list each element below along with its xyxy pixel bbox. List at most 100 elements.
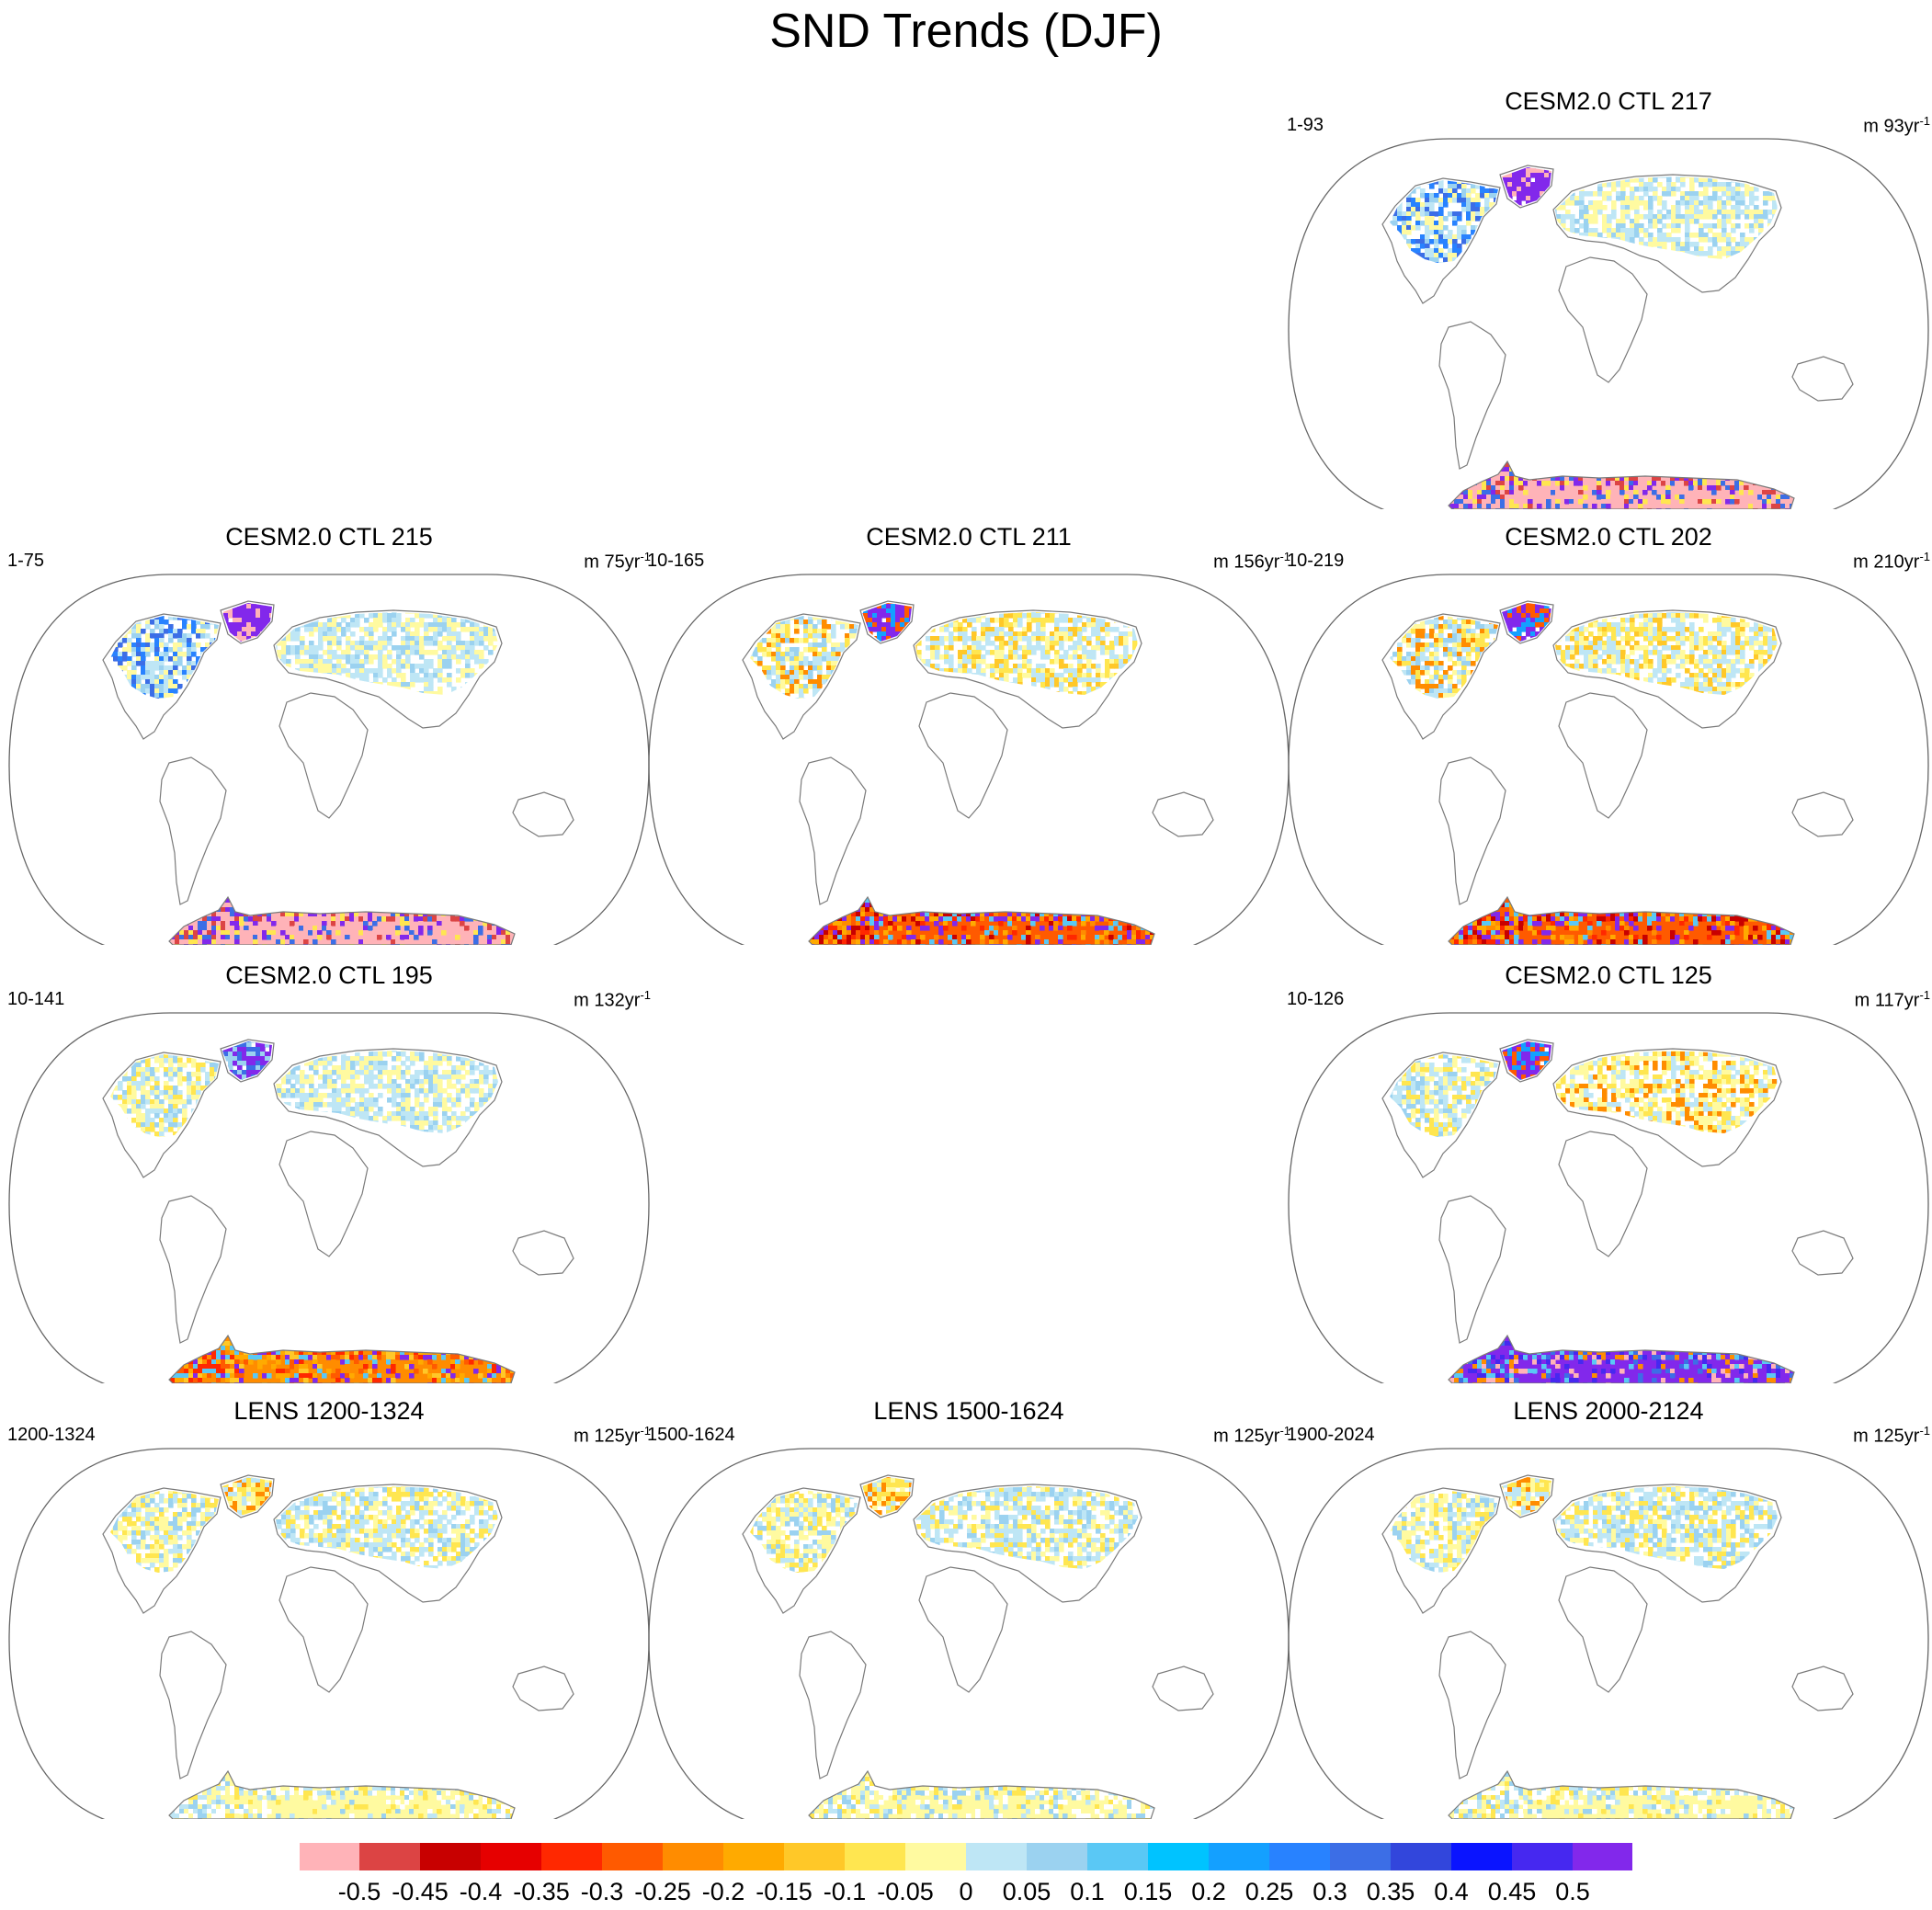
coastline-antarctica (168, 1334, 516, 1383)
coastline-samerica (799, 1631, 867, 1779)
coastline-greenland (220, 1474, 275, 1518)
antarctica-trend-cells (169, 1336, 515, 1383)
map-canvas (1288, 574, 1929, 945)
coastline-australia (512, 1666, 574, 1711)
snow-trend-cells (1390, 180, 1498, 263)
page-title: SND Trends (DJF) (769, 5, 1163, 58)
snow-trend-cells (750, 1490, 858, 1573)
coastlines (102, 600, 574, 945)
colorbar-swatch (1269, 1842, 1331, 1871)
colorbar-swatch (784, 1842, 846, 1871)
coastline-africa (1558, 1566, 1648, 1693)
colorbar-swatch (299, 1842, 360, 1871)
map-panel-lens-2000-2124: LENS 2000-2124 1900-2024 m 125yr-1 (1287, 1396, 1930, 1819)
colorbar-tick-label: 0.25 (1244, 1878, 1294, 1905)
snow-trend-cells (862, 1477, 912, 1516)
panel-year-range: 10-165 (647, 551, 705, 571)
colorbar-tick-label: 0.2 (1191, 1878, 1226, 1905)
coastline-greenland (1499, 1474, 1554, 1518)
map-frame (1288, 1448, 1929, 1819)
coastlines (1381, 1474, 1854, 1819)
snow-trend-cells (222, 1041, 272, 1080)
colorbar-swatch (420, 1842, 482, 1871)
map-canvas (1288, 138, 1929, 509)
colorbar (299, 1842, 1633, 1871)
panel-year-range: 1900-2024 (1287, 1425, 1375, 1445)
coastline-antarctica (1448, 1334, 1795, 1383)
coastline-greenland (1499, 165, 1554, 209)
coastline-australia (1152, 1666, 1214, 1711)
map-frame (8, 1012, 650, 1383)
coastline-samerica (159, 756, 227, 905)
snow-trend-cells (1502, 167, 1551, 206)
coastline-africa (918, 1566, 1008, 1693)
coastline-namerica (1381, 1487, 1501, 1614)
snow-trend-cells (110, 1054, 219, 1137)
panel-year-range: 1500-1624 (647, 1425, 735, 1445)
panel-trend-unit: m 93yr-1 (1863, 114, 1930, 137)
colorbar-tick-label: -0.5 (337, 1878, 381, 1905)
panel-trend-unit: m 125yr-1 (1853, 1424, 1930, 1447)
snow-trend-cells (1390, 1490, 1498, 1573)
coastline-greenland (859, 600, 915, 644)
panel-title: CESM2.0 CTL 215 (225, 523, 433, 551)
panel-year-range: 1200-1324 (7, 1425, 96, 1445)
panel-title: CESM2.0 CTL 217 (1505, 87, 1712, 115)
antarctica-trend-cells (1449, 1336, 1794, 1383)
coastline-namerica (102, 1487, 222, 1614)
colorbar-swatch (541, 1842, 603, 1871)
colorbar-swatch (602, 1842, 664, 1871)
map-frame (1288, 574, 1929, 945)
colorbar-swatch (723, 1842, 785, 1871)
panel-title: CESM2.0 CTL 202 (1505, 523, 1712, 551)
colorbar-tick-label: 0.1 (1070, 1878, 1105, 1905)
panel-title: CESM2.0 CTL 211 (866, 523, 1072, 551)
map-canvas (1288, 1012, 1929, 1383)
colorbar-tick-label: -0.35 (513, 1878, 570, 1905)
coastline-eurasia (1552, 174, 1782, 293)
map-canvas (8, 574, 650, 945)
coastline-greenland (220, 600, 275, 644)
map-canvas (1288, 1448, 1929, 1819)
panel-title: LENS 1200-1324 (233, 1397, 425, 1425)
coastline-namerica (102, 613, 222, 740)
map-frame (8, 1448, 650, 1819)
coastline-eurasia (1552, 609, 1782, 729)
colorbar-tick-label: -0.45 (392, 1878, 449, 1905)
map-panel-lens-1200-1324: LENS 1200-1324 1200-1324 m 125yr-1 (7, 1396, 651, 1819)
map-frame (1288, 138, 1929, 509)
coastline-namerica (742, 613, 861, 740)
colorbar-swatch (1330, 1842, 1392, 1871)
coastline-greenland (1499, 1039, 1554, 1083)
map-panel-cesm2-ctl-195: CESM2.0 CTL 195 10-141 m 132yr-1 (7, 961, 651, 1383)
colorbar-tick-label: -0.25 (634, 1878, 691, 1905)
coastline-antarctica (1448, 1769, 1795, 1819)
colorbar-tick-label: 0.05 (1002, 1878, 1051, 1905)
coastline-africa (1558, 256, 1648, 383)
snow-trend-cells (1390, 1054, 1498, 1137)
coastline-namerica (742, 1487, 861, 1614)
coastline-antarctica (1448, 460, 1795, 509)
panel-year-range: 1-75 (7, 551, 45, 571)
coastline-australia (512, 791, 574, 837)
antarctica-trend-cells (809, 1771, 1154, 1819)
coastline-africa (1558, 1131, 1648, 1257)
coastline-eurasia (1552, 1048, 1782, 1167)
antarctica-trend-cells (1449, 1771, 1794, 1819)
coastline-eurasia (273, 609, 503, 729)
coastline-namerica (1381, 177, 1501, 304)
coastline-australia (1791, 1230, 1854, 1276)
colorbar-tick-label: 0.15 (1123, 1878, 1173, 1905)
coastline-samerica (1438, 1631, 1506, 1779)
coastlines (102, 1474, 574, 1819)
antarctica-trend-cells (169, 1771, 515, 1819)
antarctica-trend-cells (1449, 897, 1794, 945)
map-panel-lens-1500-1624: LENS 1500-1624 1500-1624 m 125yr-1 (647, 1396, 1290, 1819)
panel-year-range: 10-141 (7, 989, 65, 1009)
coastline-eurasia (1552, 1484, 1782, 1603)
colorbar-swatch (1512, 1842, 1574, 1871)
snow-trend-cells (1502, 1041, 1551, 1080)
panel-title: CESM2.0 CTL 125 (1505, 961, 1712, 989)
map-panel-cesm2-ctl-125: CESM2.0 CTL 125 10-126 m 117yr-1 (1287, 961, 1930, 1383)
panel-year-range: 10-219 (1287, 551, 1345, 571)
